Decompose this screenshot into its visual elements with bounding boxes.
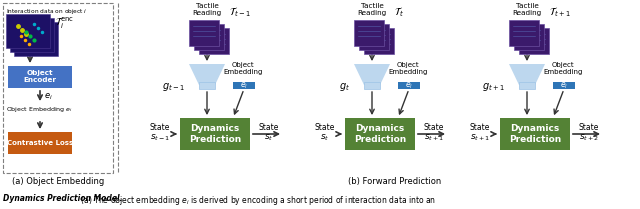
FancyBboxPatch shape <box>354 20 384 46</box>
Text: $e_i$: $e_i$ <box>44 92 52 102</box>
Text: Interaction data on object $i$: Interaction data on object $i$ <box>6 7 88 16</box>
Text: Object
Embedding: Object Embedding <box>388 62 428 75</box>
Text: $g_t$: $g_t$ <box>339 81 350 93</box>
FancyBboxPatch shape <box>519 82 535 89</box>
Text: (a) The object embedding $e_i$ is derived by encoding a short period of interact: (a) The object embedding $e_i$ is derive… <box>78 194 436 207</box>
FancyBboxPatch shape <box>194 24 224 50</box>
Text: (a) Object Embedding: (a) Object Embedding <box>12 177 104 186</box>
Text: State: State <box>470 122 490 131</box>
Text: $s_{t-1}$: $s_{t-1}$ <box>150 133 170 143</box>
Polygon shape <box>354 64 390 85</box>
Text: State: State <box>259 122 279 131</box>
Text: Object
Embedding: Object Embedding <box>543 62 582 75</box>
FancyBboxPatch shape <box>14 22 58 56</box>
Text: Dynamics
Prediction: Dynamics Prediction <box>354 124 406 144</box>
Text: Object
Embedding: Object Embedding <box>223 62 262 75</box>
FancyBboxPatch shape <box>500 118 570 150</box>
FancyBboxPatch shape <box>364 28 394 54</box>
FancyBboxPatch shape <box>8 132 72 154</box>
FancyBboxPatch shape <box>519 28 549 54</box>
FancyBboxPatch shape <box>359 24 389 50</box>
Text: Tactile
Reading: Tactile Reading <box>513 3 541 16</box>
Text: Dynamics
Prediction: Dynamics Prediction <box>509 124 561 144</box>
Text: $s_{t+1}$: $s_{t+1}$ <box>470 133 490 143</box>
Text: State: State <box>579 122 599 131</box>
FancyBboxPatch shape <box>199 82 215 89</box>
Text: State: State <box>150 122 170 131</box>
FancyBboxPatch shape <box>398 82 420 89</box>
FancyBboxPatch shape <box>345 118 415 150</box>
Text: $s_t$: $s_t$ <box>320 133 330 143</box>
FancyBboxPatch shape <box>6 14 50 48</box>
FancyBboxPatch shape <box>514 24 544 50</box>
Text: $s_{t+2}$: $s_{t+2}$ <box>579 133 599 143</box>
FancyBboxPatch shape <box>8 66 72 88</box>
Polygon shape <box>189 64 225 85</box>
FancyBboxPatch shape <box>233 82 255 89</box>
FancyBboxPatch shape <box>10 18 54 52</box>
FancyBboxPatch shape <box>199 28 229 54</box>
Text: Object Embedding $\boldsymbol{e_i}$: Object Embedding $\boldsymbol{e_i}$ <box>6 105 73 114</box>
Text: Dynamics Prediction Model.: Dynamics Prediction Model. <box>3 194 122 203</box>
Text: Dynamics
Prediction: Dynamics Prediction <box>189 124 241 144</box>
Text: $e_i$: $e_i$ <box>560 80 568 91</box>
Text: Tactile
Reading: Tactile Reading <box>193 3 221 16</box>
FancyBboxPatch shape <box>189 20 219 46</box>
Text: $s_t$: $s_t$ <box>264 133 274 143</box>
Text: (b) Forward Prediction: (b) Forward Prediction <box>348 177 442 186</box>
Text: $e_i$: $e_i$ <box>240 80 248 91</box>
Text: $\mathcal{T}_{t+1}$: $\mathcal{T}_{t+1}$ <box>549 5 571 19</box>
Text: $g_{t+1}$: $g_{t+1}$ <box>482 81 505 93</box>
FancyBboxPatch shape <box>509 20 539 46</box>
Polygon shape <box>509 64 545 85</box>
Text: $\mathcal{T}_i^{\mathrm{enc}}$: $\mathcal{T}_i^{\mathrm{enc}}$ <box>55 16 74 31</box>
Text: $\mathcal{T}_{t-1}$: $\mathcal{T}_{t-1}$ <box>229 5 251 19</box>
Text: $s_{t+1}$: $s_{t+1}$ <box>424 133 444 143</box>
FancyBboxPatch shape <box>364 82 380 89</box>
Text: $e_i$: $e_i$ <box>405 80 413 91</box>
FancyBboxPatch shape <box>180 118 250 150</box>
Text: $\mathcal{T}_t$: $\mathcal{T}_t$ <box>394 5 404 19</box>
Text: Object
Encoder: Object Encoder <box>24 70 56 84</box>
Text: Contrastive Loss: Contrastive Loss <box>7 140 73 146</box>
FancyBboxPatch shape <box>553 82 575 89</box>
Text: State: State <box>424 122 444 131</box>
Text: State: State <box>315 122 335 131</box>
Text: $g_{t-1}$: $g_{t-1}$ <box>162 81 185 93</box>
Text: Tactile
Reading: Tactile Reading <box>357 3 387 16</box>
